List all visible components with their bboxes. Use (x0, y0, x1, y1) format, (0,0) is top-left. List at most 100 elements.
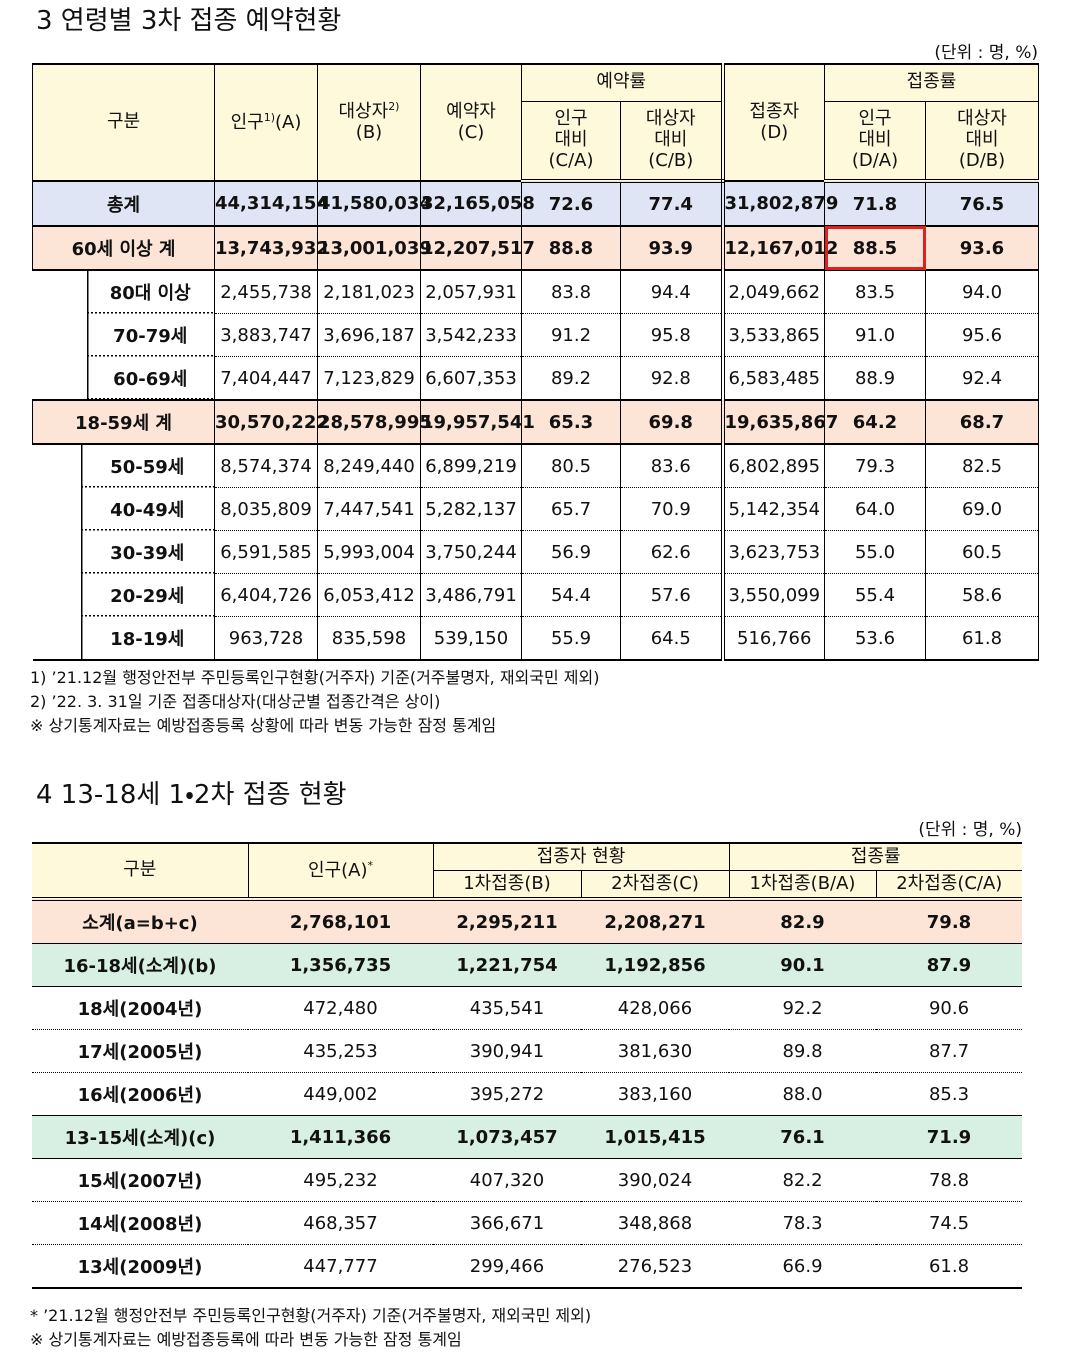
table-cell: 64.2 (824, 399, 926, 445)
table-cell: 91.2 (521, 313, 621, 357)
header-cell: 인구1)(A) (214, 63, 318, 182)
table-row: 14세(2008년) 468,357 366,671 348,868 78.3 74.5 (32, 1201, 1022, 1245)
table-row: 20-29세 6,404,726 6,053,412 3,486,791 54.4 57.… (32, 573, 1039, 617)
table-cell: 82.2 (729, 1158, 876, 1202)
row-label: 80대 이상 (32, 270, 215, 314)
header-cell: 구분 (32, 842, 249, 901)
header-text: (B) (355, 122, 383, 143)
header-text: 예약자 (446, 100, 496, 122)
header-group: 접종률 (728, 842, 1022, 871)
table-cell: 31,802,879 (722, 180, 838, 227)
row-label: 13세(2009년) (32, 1244, 248, 1289)
row-label: 18-59세 계 (32, 399, 215, 445)
table-cell: 5,993,004 (317, 530, 421, 574)
table-cell: 12,207,517 (420, 225, 535, 271)
header-text: 2차접종(C/A) (896, 872, 1003, 894)
header-text: (C/A) (548, 149, 594, 171)
table-cell: 2,181,023 (317, 269, 421, 314)
table-cell: 92.8 (620, 356, 725, 401)
table-row: 80대 이상 2,455,738 2,181,023 2,057,931 83.8 94.… (32, 269, 1039, 314)
table-cell: 92.4 (925, 356, 1039, 401)
row-label: 50-59세 (32, 444, 215, 488)
table: 구분 인구(A)* 접종자 현황 접종률 1차접종(B) 2차접종(C) 1차접종(… (32, 842, 1022, 1289)
unit-label: (단위 : 명, %) (934, 43, 1038, 63)
table-cell: 72.6 (521, 180, 621, 227)
header-cell: 인구 대비 (D/A) (824, 100, 926, 183)
table-cell: 19,957,541 (420, 399, 535, 445)
table-cell: 1,015,415 (581, 1115, 729, 1159)
header-text: 1차접종(B/A) (749, 872, 856, 894)
table-cell: 79.8 (876, 898, 1022, 944)
row-label: 40-49세 (32, 487, 215, 531)
header-cell: 대상자 대비 (C/B) (620, 100, 725, 183)
table-cell: 78.3 (729, 1201, 876, 1245)
row-label: 60세 이상 계 (32, 225, 215, 271)
table-cell: 366,671 (433, 1201, 581, 1245)
table-cell: 2,057,931 (420, 269, 522, 314)
header-text: 접종자 현황 (536, 845, 626, 867)
header-cell: 1차접종(B/A) (728, 870, 877, 901)
table-cell: 1,192,856 (581, 943, 729, 987)
table-cell: 348,868 (581, 1201, 729, 1245)
footnote: * ’21.12월 행정안전부 주민등록인구현황(거주자) 기준(거주불명자, … (30, 1306, 592, 1325)
header-text: (D/A) (851, 149, 899, 171)
table-cell: 2,208,271 (581, 898, 729, 944)
table-cell: 447,777 (248, 1244, 433, 1289)
header-group: 예약률 (521, 63, 725, 102)
table-cell: 19,635,867 (722, 399, 838, 445)
table-cell: 91.0 (824, 313, 926, 357)
header-text: 대비 (554, 128, 588, 150)
table-cell: 90.1 (729, 943, 876, 987)
header-cell: 대상자 대비 (D/B) (925, 100, 1039, 183)
header-text: 대비 (965, 128, 999, 150)
table-cell: 88.0 (729, 1072, 876, 1116)
row-label: 13-15세(소계)(c) (32, 1115, 248, 1159)
table-cell: 3,486,791 (420, 573, 522, 617)
header-text: (D) (760, 121, 789, 143)
table-cell: 516,766 (722, 616, 825, 660)
table-cell: 77.4 (620, 180, 725, 227)
footnote-mark: * (367, 858, 373, 872)
table-cell: 1,221,754 (433, 943, 581, 987)
header-group: 접종자 현황 (432, 842, 730, 871)
table-cell: 12,167,012 (722, 225, 838, 271)
table-cell: 65.7 (521, 487, 621, 531)
table-cell: 79.3 (824, 443, 926, 488)
table-cell: 90.6 (876, 986, 1022, 1030)
table-cell: 87.7 (876, 1029, 1022, 1073)
table-row: 13세(2009년) 447,777 299,466 276,523 66.9 61.8 (32, 1244, 1022, 1289)
header-cell: 인구 대비 (C/A) (521, 100, 621, 183)
table-cell: 94.4 (620, 269, 725, 314)
table-cell: 66.9 (729, 1244, 876, 1289)
header-text: 구분 (123, 859, 157, 881)
footnote-mark: 1) (263, 110, 276, 124)
table-body: 소계(a=b+c) 2,768,101 2,295,211 2,208,271 82.9… (32, 898, 1022, 1289)
table-cell: 82.5 (925, 443, 1039, 488)
table-cell: 539,150 (420, 616, 522, 660)
header-row: 구분 인구(A)* 접종자 현황 접종률 (32, 842, 1022, 901)
section-title: 3 연령별 3차 접종 예약현황 (36, 6, 342, 36)
header-text: 인구 (230, 111, 264, 133)
row-label: 17세(2005년) (32, 1029, 248, 1073)
table-cell: 8,035,809 (214, 487, 318, 531)
header-text: (A) (275, 111, 302, 133)
table-cell: 82.9 (729, 898, 876, 944)
table-cell: 76.5 (925, 180, 1039, 227)
table-cell: 57.6 (620, 573, 725, 617)
table-cell: 64.5 (620, 616, 725, 660)
header-cell: 2차접종(C/A) (875, 870, 1022, 901)
table-cell: 1,356,735 (248, 943, 433, 987)
row-label: 16-18세(소계)(b) (32, 943, 248, 987)
table-cell: 74.5 (876, 1201, 1022, 1245)
row-label: 30-39세 (32, 530, 215, 574)
table-cell: 6,802,895 (722, 443, 825, 488)
section-title: 4 13-18세 1・2차 접종 현황 (36, 780, 347, 810)
table-cell: 56.9 (521, 530, 621, 574)
header-text: 인구(A) (308, 859, 368, 881)
table-cell: 381,630 (581, 1029, 729, 1073)
footnote: 2) ’22. 3. 31일 기준 접종대상자(대상군별 접종간격은 상이) (30, 692, 441, 711)
table-cell: 472,480 (248, 986, 433, 1030)
table-cell: 69.8 (620, 399, 725, 445)
header-text: 대상자 (338, 101, 389, 123)
